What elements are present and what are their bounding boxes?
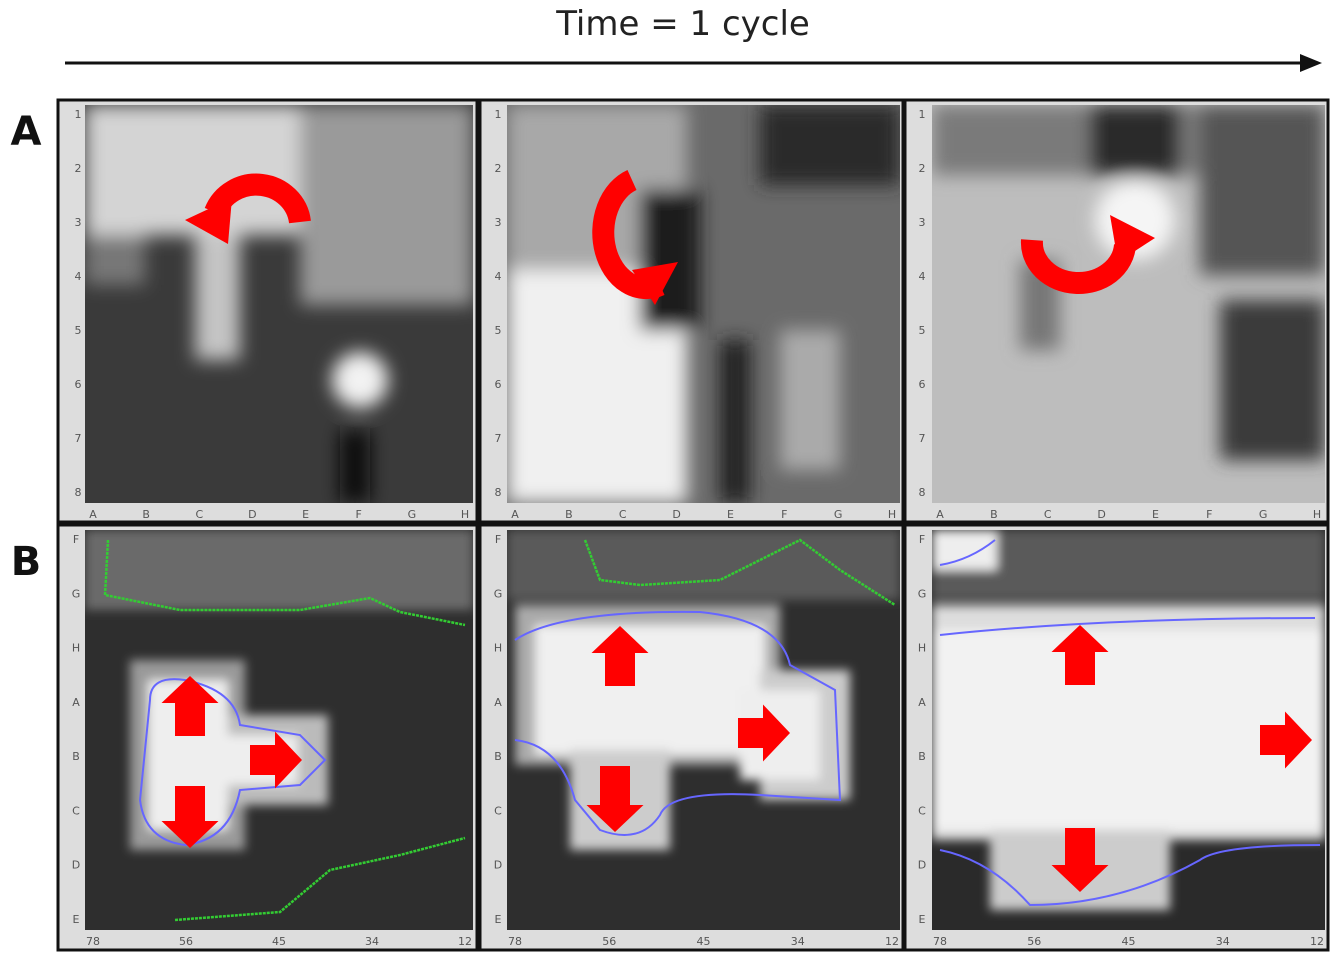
y-axis-label: 1 xyxy=(919,108,926,121)
y-axis-label: F xyxy=(919,533,925,546)
y-axis-label: D xyxy=(918,859,926,872)
heatmap xyxy=(932,105,1325,503)
x-axis-label: 12 xyxy=(885,935,899,948)
y-axis-label: 1 xyxy=(495,108,502,121)
heatmap xyxy=(85,105,473,503)
heatmap xyxy=(507,105,900,503)
y-axis-label: 6 xyxy=(75,378,82,391)
y-axis-label: 8 xyxy=(495,486,502,499)
y-axis-label: 2 xyxy=(495,162,502,175)
x-axis-label: A xyxy=(89,508,97,521)
y-axis-label: 8 xyxy=(919,486,926,499)
y-axis-label: G xyxy=(494,587,503,600)
y-axis-label: F xyxy=(495,533,501,546)
x-axis-label: C xyxy=(1044,508,1052,521)
y-axis-label: 6 xyxy=(919,378,926,391)
x-axis-label: F xyxy=(1206,508,1212,521)
y-axis-label: H xyxy=(918,642,926,655)
x-axis-label: D xyxy=(1097,508,1105,521)
x-axis-label: 12 xyxy=(1310,935,1324,948)
x-axis-label: A xyxy=(936,508,944,521)
x-axis-label: 45 xyxy=(697,935,711,948)
x-axis-label: D xyxy=(248,508,256,521)
x-axis-label: 34 xyxy=(791,935,805,948)
y-axis-label: 2 xyxy=(919,162,926,175)
x-axis-label: D xyxy=(672,508,680,521)
y-axis-label: D xyxy=(72,859,80,872)
x-axis-label: B xyxy=(142,508,150,521)
x-axis-label: G xyxy=(834,508,843,521)
row-label: A xyxy=(11,109,42,155)
x-axis-label: 56 xyxy=(179,935,193,948)
x-axis-label: F xyxy=(781,508,787,521)
y-axis-label: 8 xyxy=(75,486,82,499)
x-axis-label: 56 xyxy=(1027,935,1041,948)
x-axis-label: F xyxy=(356,508,362,521)
x-axis-label: A xyxy=(511,508,519,521)
x-axis-label: C xyxy=(619,508,627,521)
y-axis-label: 7 xyxy=(495,432,502,445)
y-axis-label: 7 xyxy=(75,432,82,445)
y-axis-label: E xyxy=(919,913,926,926)
row-label: B xyxy=(11,539,42,585)
y-axis-label: 5 xyxy=(919,324,926,337)
x-axis-label: G xyxy=(1259,508,1268,521)
y-axis-label: D xyxy=(494,859,502,872)
y-axis-label: C xyxy=(494,804,502,817)
time-arrowhead xyxy=(1300,54,1322,72)
y-axis-label: C xyxy=(918,804,926,817)
y-axis-label: E xyxy=(73,913,80,926)
y-axis-label: H xyxy=(72,642,80,655)
x-axis-label: C xyxy=(195,508,203,521)
figure: Time = 1 cycle A B xyxy=(0,0,1339,954)
y-axis-label: 1 xyxy=(75,108,82,121)
x-axis-label: H xyxy=(1313,508,1321,521)
y-axis-label: B xyxy=(918,750,926,763)
x-axis-label: 34 xyxy=(365,935,379,948)
y-axis-label: 4 xyxy=(495,270,502,283)
x-axis-label: 12 xyxy=(458,935,472,948)
y-axis-label: B xyxy=(494,750,502,763)
x-axis-label: E xyxy=(1152,508,1159,521)
y-axis-label: E xyxy=(495,913,502,926)
heatmap xyxy=(85,530,473,930)
y-axis-label: A xyxy=(918,696,926,709)
y-axis-label: 5 xyxy=(75,324,82,337)
y-axis-label: 2 xyxy=(75,162,82,175)
x-axis-label: 78 xyxy=(508,935,522,948)
x-axis-label: H xyxy=(461,508,469,521)
y-axis-label: 4 xyxy=(919,270,926,283)
y-axis-label: 3 xyxy=(75,216,82,229)
x-axis-label: G xyxy=(408,508,417,521)
x-axis-label: 78 xyxy=(933,935,947,948)
y-axis-label: B xyxy=(72,750,80,763)
heatmap xyxy=(507,530,900,930)
x-axis-label: E xyxy=(727,508,734,521)
y-axis-label: A xyxy=(72,696,80,709)
y-axis-label: 5 xyxy=(495,324,502,337)
title: Time = 1 cycle xyxy=(555,4,810,44)
y-axis-label: A xyxy=(494,696,502,709)
y-axis-label: F xyxy=(73,533,79,546)
y-axis-label: 6 xyxy=(495,378,502,391)
x-axis-label: E xyxy=(302,508,309,521)
y-axis-label: 3 xyxy=(919,216,926,229)
x-axis-label: B xyxy=(990,508,998,521)
x-axis-label: 34 xyxy=(1216,935,1230,948)
x-axis-label: 45 xyxy=(1122,935,1136,948)
x-axis-label: 56 xyxy=(602,935,616,948)
y-axis-label: H xyxy=(494,642,502,655)
y-axis-label: 4 xyxy=(75,270,82,283)
y-axis-label: G xyxy=(918,587,927,600)
y-axis-label: 7 xyxy=(919,432,926,445)
y-axis-label: G xyxy=(72,587,81,600)
x-axis-label: 45 xyxy=(272,935,286,948)
x-axis-label: B xyxy=(565,508,573,521)
x-axis-label: H xyxy=(888,508,896,521)
y-axis-label: 3 xyxy=(495,216,502,229)
x-axis-label: 78 xyxy=(86,935,100,948)
y-axis-label: C xyxy=(72,804,80,817)
